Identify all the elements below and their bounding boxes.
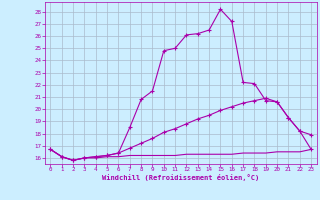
X-axis label: Windchill (Refroidissement éolien,°C): Windchill (Refroidissement éolien,°C) xyxy=(102,174,260,181)
